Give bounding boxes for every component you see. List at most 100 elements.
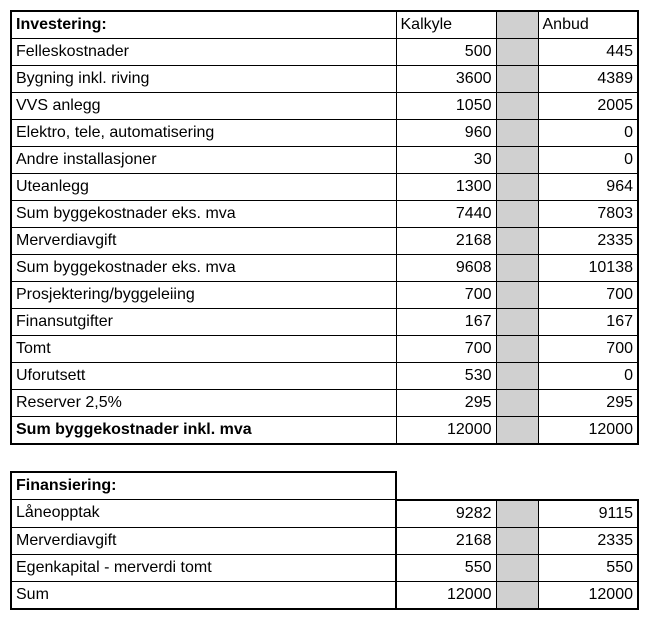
row-kalkyle: 9282 [396, 500, 496, 528]
row-anbud: 7803 [538, 201, 638, 228]
row-kalkyle: 2168 [396, 527, 496, 554]
gap-cell [496, 174, 538, 201]
row-label: Sum [11, 581, 396, 609]
row-kalkyle: 9608 [396, 255, 496, 282]
invest-total-label: Sum byggekostnader inkl. mva [11, 417, 396, 445]
table-row: Bygning inkl. riving 3600 4389 [11, 66, 638, 93]
row-kalkyle: 960 [396, 120, 496, 147]
gap-cell [496, 255, 538, 282]
row-anbud: 700 [538, 336, 638, 363]
table-row: Merverdiavgift 2168 2335 [11, 228, 638, 255]
table-row: Felleskostnader 500 445 [11, 39, 638, 66]
invest-total-row: Sum byggekostnader inkl. mva 12000 12000 [11, 417, 638, 445]
row-anbud: 964 [538, 174, 638, 201]
table-row: Reserver 2,5% 295 295 [11, 390, 638, 417]
table-row: Egenkapital - merverdi tomt 550 550 [11, 554, 638, 581]
row-label: VVS anlegg [11, 93, 396, 120]
row-anbud: 12000 [538, 581, 638, 609]
row-anbud: 445 [538, 39, 638, 66]
row-label: Elektro, tele, automatisering [11, 120, 396, 147]
row-kalkyle: 12000 [396, 581, 496, 609]
gap-cell [496, 201, 538, 228]
row-kalkyle: 1050 [396, 93, 496, 120]
gap-cell [496, 500, 538, 528]
gap-cell [496, 11, 538, 39]
gap-cell [496, 39, 538, 66]
row-kalkyle: 7440 [396, 201, 496, 228]
row-anbud: 0 [538, 120, 638, 147]
table-row: Sum byggekostnader eks. mva 9608 10138 [11, 255, 638, 282]
invest-total-anbud: 12000 [538, 417, 638, 445]
table-row: Andre installasjoner 30 0 [11, 147, 638, 174]
row-anbud: 9115 [538, 500, 638, 528]
row-anbud: 0 [538, 147, 638, 174]
finans-header-label: Finansiering: [11, 472, 396, 500]
invest-header-label: Investering: [11, 11, 396, 39]
gap-cell [496, 147, 538, 174]
row-label: Sum byggekostnader eks. mva [11, 201, 396, 228]
gap-cell [496, 93, 538, 120]
tables-wrapper: Investering: Kalkyle Anbud Felleskostnad… [10, 10, 637, 610]
spacer-row [11, 444, 638, 472]
row-kalkyle: 3600 [396, 66, 496, 93]
row-label: Finansutgifter [11, 309, 396, 336]
row-anbud: 167 [538, 309, 638, 336]
row-kalkyle: 167 [396, 309, 496, 336]
row-anbud: 700 [538, 282, 638, 309]
gap-cell [496, 417, 538, 445]
gap-cell [496, 554, 538, 581]
gap-cell [496, 120, 538, 147]
gap-cell [496, 581, 538, 609]
row-anbud: 2335 [538, 527, 638, 554]
row-kalkyle: 30 [396, 147, 496, 174]
table-row: Finansutgifter 167 167 [11, 309, 638, 336]
table-row: Sum byggekostnader eks. mva 7440 7803 [11, 201, 638, 228]
row-kalkyle: 295 [396, 390, 496, 417]
investering-table: Investering: Kalkyle Anbud Felleskostnad… [10, 10, 639, 610]
row-label: Uforutsett [11, 363, 396, 390]
table-row: Prosjektering/byggeleiing 700 700 [11, 282, 638, 309]
row-anbud: 0 [538, 363, 638, 390]
gap-cell [496, 228, 538, 255]
finans-header-row: Finansiering: [11, 472, 638, 500]
row-anbud: 2335 [538, 228, 638, 255]
invest-header-row: Investering: Kalkyle Anbud [11, 11, 638, 39]
row-anbud: 2005 [538, 93, 638, 120]
row-label: Felleskostnader [11, 39, 396, 66]
row-label: Andre installasjoner [11, 147, 396, 174]
row-label: Uteanlegg [11, 174, 396, 201]
row-label: Merverdiavgift [11, 228, 396, 255]
row-kalkyle: 500 [396, 39, 496, 66]
table-row: Merverdiavgift 2168 2335 [11, 527, 638, 554]
row-kalkyle: 700 [396, 336, 496, 363]
row-kalkyle: 2168 [396, 228, 496, 255]
invest-total-kalkyle: 12000 [396, 417, 496, 445]
col-anbud-header: Anbud [538, 11, 638, 39]
row-kalkyle: 700 [396, 282, 496, 309]
table-row: Uforutsett 530 0 [11, 363, 638, 390]
table-row: Låneopptak 9282 9115 [11, 500, 638, 528]
row-kalkyle: 1300 [396, 174, 496, 201]
row-anbud: 550 [538, 554, 638, 581]
row-label: Merverdiavgift [11, 527, 396, 554]
row-label: Låneopptak [11, 500, 396, 528]
row-label: Tomt [11, 336, 396, 363]
table-row: Elektro, tele, automatisering 960 0 [11, 120, 638, 147]
row-label: Reserver 2,5% [11, 390, 396, 417]
row-label: Bygning inkl. riving [11, 66, 396, 93]
gap-cell [496, 363, 538, 390]
row-kalkyle: 550 [396, 554, 496, 581]
row-anbud: 10138 [538, 255, 638, 282]
row-label: Egenkapital - merverdi tomt [11, 554, 396, 581]
table-row: VVS anlegg 1050 2005 [11, 93, 638, 120]
row-anbud: 295 [538, 390, 638, 417]
gap-cell [496, 66, 538, 93]
table-row: Uteanlegg 1300 964 [11, 174, 638, 201]
row-label: Prosjektering/byggeleiing [11, 282, 396, 309]
col-kalkyle-header: Kalkyle [396, 11, 496, 39]
finans-sum-row: Sum 12000 12000 [11, 581, 638, 609]
table-row: Tomt 700 700 [11, 336, 638, 363]
row-kalkyle: 530 [396, 363, 496, 390]
row-anbud: 4389 [538, 66, 638, 93]
gap-cell [496, 282, 538, 309]
